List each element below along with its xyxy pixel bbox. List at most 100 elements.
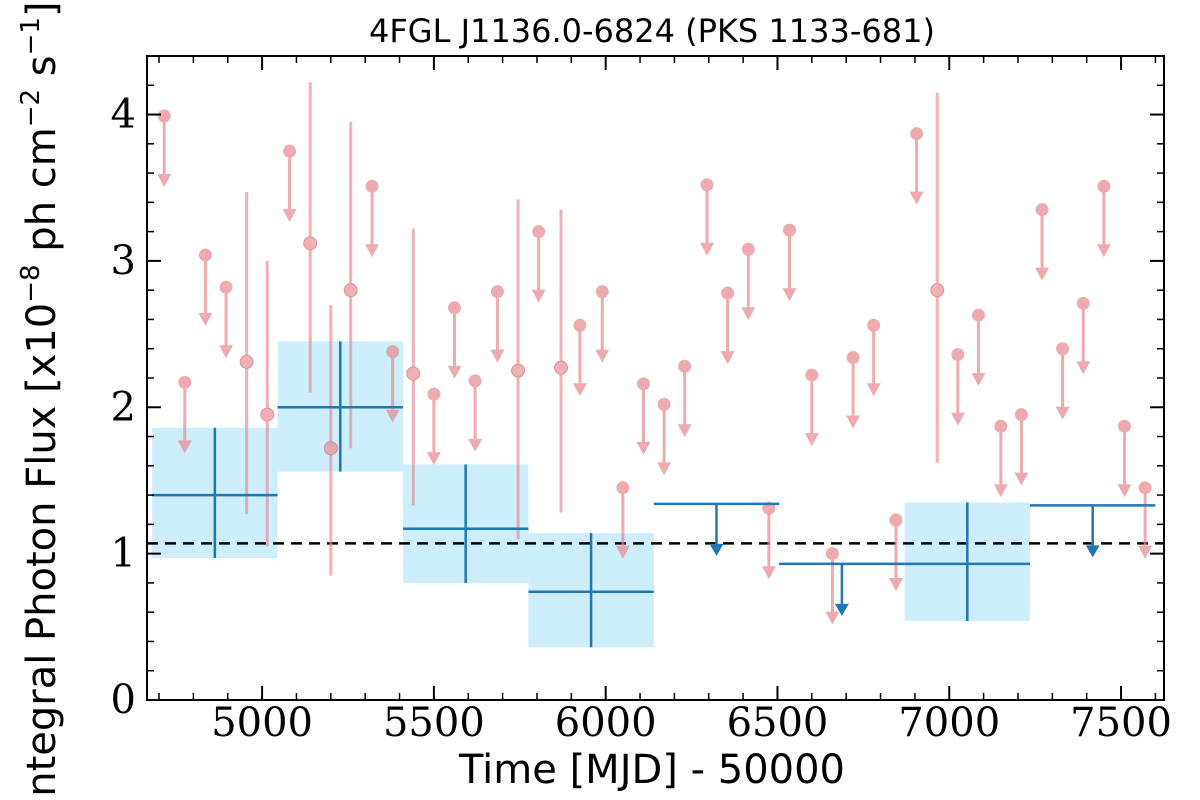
upper-limit-arrow-head (950, 412, 965, 426)
upper-limit-arrow-head (636, 441, 651, 455)
long-bin-upper-limit-0 (653, 502, 780, 556)
short-bin-upper-limit-13 (595, 285, 610, 363)
short-bin-upper-limit-30 (971, 308, 986, 387)
upper-limit-arrow-head (741, 307, 756, 321)
short-bin-point (260, 407, 275, 422)
upper-limit-point (1056, 342, 1070, 356)
x-tick-label: 5000 (211, 700, 313, 746)
upper-limit-point (490, 285, 504, 299)
short-bin-upper-limit-34 (1055, 342, 1070, 420)
upper-limit-arrow-head (365, 244, 380, 258)
upper-limit-point (741, 242, 755, 256)
upper-limit-point (846, 351, 860, 365)
short-bin-upper-limit-12 (572, 318, 587, 397)
upper-limit-arrow-head (720, 351, 735, 365)
long-bin-detection-0 (152, 427, 278, 559)
y-tick-label: 2 (111, 384, 136, 430)
short-bin-upper-limit-7 (426, 387, 441, 466)
x-axis-ticks: 5000 5500 6000 6500 7000 7500 (158, 56, 1172, 746)
upper-limit-arrow-head (1085, 545, 1100, 558)
upper-limit-arrow-head (198, 313, 213, 327)
upper-limit-arrow-head (531, 289, 546, 303)
long-bin-detection-4 (904, 502, 1031, 621)
long-bin-detection-2 (402, 464, 529, 583)
short-bin-point (511, 363, 526, 378)
upper-limit-point (1035, 203, 1049, 217)
upper-limit-arrow-head (866, 383, 881, 397)
long-bin-upper-limit-2 (1030, 504, 1156, 558)
short-bin-upper-limit-35 (1076, 296, 1091, 375)
upper-limit-point (178, 375, 192, 389)
y-label-exp1: −8 (16, 264, 46, 302)
upper-limit-point (636, 377, 650, 391)
x-tick-label: 6500 (727, 700, 829, 746)
upper-limit-arrow-head (177, 440, 192, 454)
short-bin-upper-limit-26 (866, 318, 881, 397)
short-bin-upper-limit-25 (846, 351, 861, 429)
upper-limit-arrow-head (572, 383, 587, 397)
y-axis-ticks: 0 1 2 3 4 (111, 55, 1164, 723)
upper-limit-arrow-head (657, 462, 672, 476)
short-bin-detection-8 (930, 92, 945, 463)
upper-limit-arrow-head (1014, 472, 1029, 486)
upper-limit-point (1014, 408, 1028, 422)
chart-title: 4FGL J1136.0-6824 (PKS 1133-681) (369, 12, 935, 50)
upper-limit-point (468, 374, 482, 388)
upper-limit-arrow-head (889, 577, 904, 591)
upper-limit-arrow-head (909, 191, 924, 205)
short-bin-detection-7 (554, 209, 569, 513)
upper-limit-point (427, 387, 441, 401)
upper-limit-arrow-head (700, 242, 715, 256)
short-bin-upper-limit-5 (365, 179, 380, 258)
short-bin-detection-2 (303, 82, 318, 393)
upper-limit-arrow-head (971, 373, 986, 387)
y-label-mid: ph cm (19, 127, 65, 264)
short-bin-detection-1 (260, 260, 275, 547)
upper-limit-arrow-head (595, 349, 610, 363)
x-tick-label: 7000 (898, 700, 1000, 746)
x-axis-label: Time [MJD] - 50000 (458, 747, 845, 793)
short-bin-upper-limit-16 (657, 397, 672, 476)
short-bin-upper-limit-27 (889, 513, 904, 591)
short-bin-upper-limit-19 (720, 286, 735, 365)
short-bin-upper-limit-8 (447, 301, 462, 379)
upper-limit-point (805, 368, 819, 382)
upper-limit-point (721, 286, 735, 300)
short-bin-upper-limit-22 (782, 223, 797, 302)
short-bin-point (323, 441, 338, 456)
upper-limit-arrow-head (490, 349, 505, 363)
upper-limit-arrow-head (447, 365, 462, 379)
upper-limit-arrow-head (1055, 406, 1070, 420)
upper-limit-point (994, 419, 1008, 433)
short-bin-upper-limit-3 (219, 280, 234, 359)
short-bin-upper-limit-31 (993, 419, 1008, 498)
upper-limit-point (951, 348, 965, 362)
short-bin-upper-limit-17 (677, 359, 692, 438)
upper-limit-arrow-head (782, 288, 797, 302)
short-bin-upper-limit-23 (804, 368, 819, 447)
upper-limit-arrow-head (1035, 267, 1050, 281)
upper-limit-point (782, 223, 796, 237)
upper-limit-arrow-head (426, 452, 441, 466)
upper-limit-arrow-head (282, 209, 297, 223)
upper-limit-arrow-head (993, 484, 1008, 498)
short-bin-upper-limit-29 (950, 348, 965, 426)
upper-limit-arrow-head (468, 438, 483, 452)
y-axis-label: Integral Photon Flux [x10−8 ph cm−2 s−1] (16, 1, 65, 800)
short-bin-detection-0 (239, 192, 254, 515)
upper-limit-point (1097, 179, 1111, 193)
upper-limit-arrow-head (615, 545, 630, 559)
short-bin-point (930, 283, 945, 298)
short-bin-upper-limit-6 (385, 345, 400, 423)
upper-limit-arrow-head (1076, 361, 1091, 375)
y-tick-label: 1 (111, 531, 136, 577)
x-tick-label: 5500 (383, 700, 485, 746)
upper-limit-point (198, 248, 212, 262)
upper-limit-arrow-head (804, 433, 819, 447)
y-label-suffix: ] (19, 1, 65, 17)
short-bin-series (157, 82, 1153, 625)
upper-limit-point (595, 285, 609, 299)
short-bin-point (343, 283, 358, 298)
